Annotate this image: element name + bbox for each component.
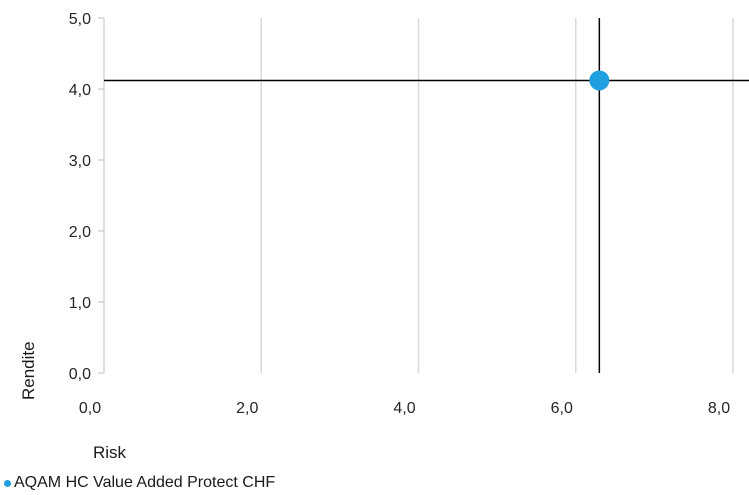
- x-axis-title: Risk: [93, 443, 127, 462]
- y-tick-label: 4,0: [69, 82, 91, 99]
- gridlines: [260, 18, 734, 373]
- y-tick-label: 2,0: [69, 224, 91, 241]
- x-tick-label: 8,0: [708, 400, 730, 417]
- x-tick-label: 2,0: [236, 400, 258, 417]
- y-tick-label: 1,0: [69, 295, 91, 312]
- crosshair: [104, 18, 749, 373]
- x-tick-label: 4,0: [393, 400, 415, 417]
- y-tick-label: 5,0: [69, 11, 91, 28]
- tick-labels: 0,0 2,0 4,0 6,0 8,0 0,0 1,0 2,0 3,0 4,0 5,0: [69, 11, 730, 417]
- x-tick-label: 6,0: [551, 400, 573, 417]
- axes: [98, 17, 105, 374]
- y-axis-title: Rendite: [19, 341, 38, 400]
- legend: AQAM HC Value Added Protect CHF: [4, 474, 275, 492]
- legend-marker: [4, 479, 11, 487]
- legend-label: AQAM HC Value Added Protect CHF: [14, 474, 276, 491]
- y-tick-label: 3,0: [69, 153, 91, 170]
- x-tick-label: 0,0: [79, 400, 101, 417]
- data-point: [589, 70, 610, 91]
- y-tick-label: 0,0: [69, 366, 91, 383]
- data-points: [589, 70, 610, 91]
